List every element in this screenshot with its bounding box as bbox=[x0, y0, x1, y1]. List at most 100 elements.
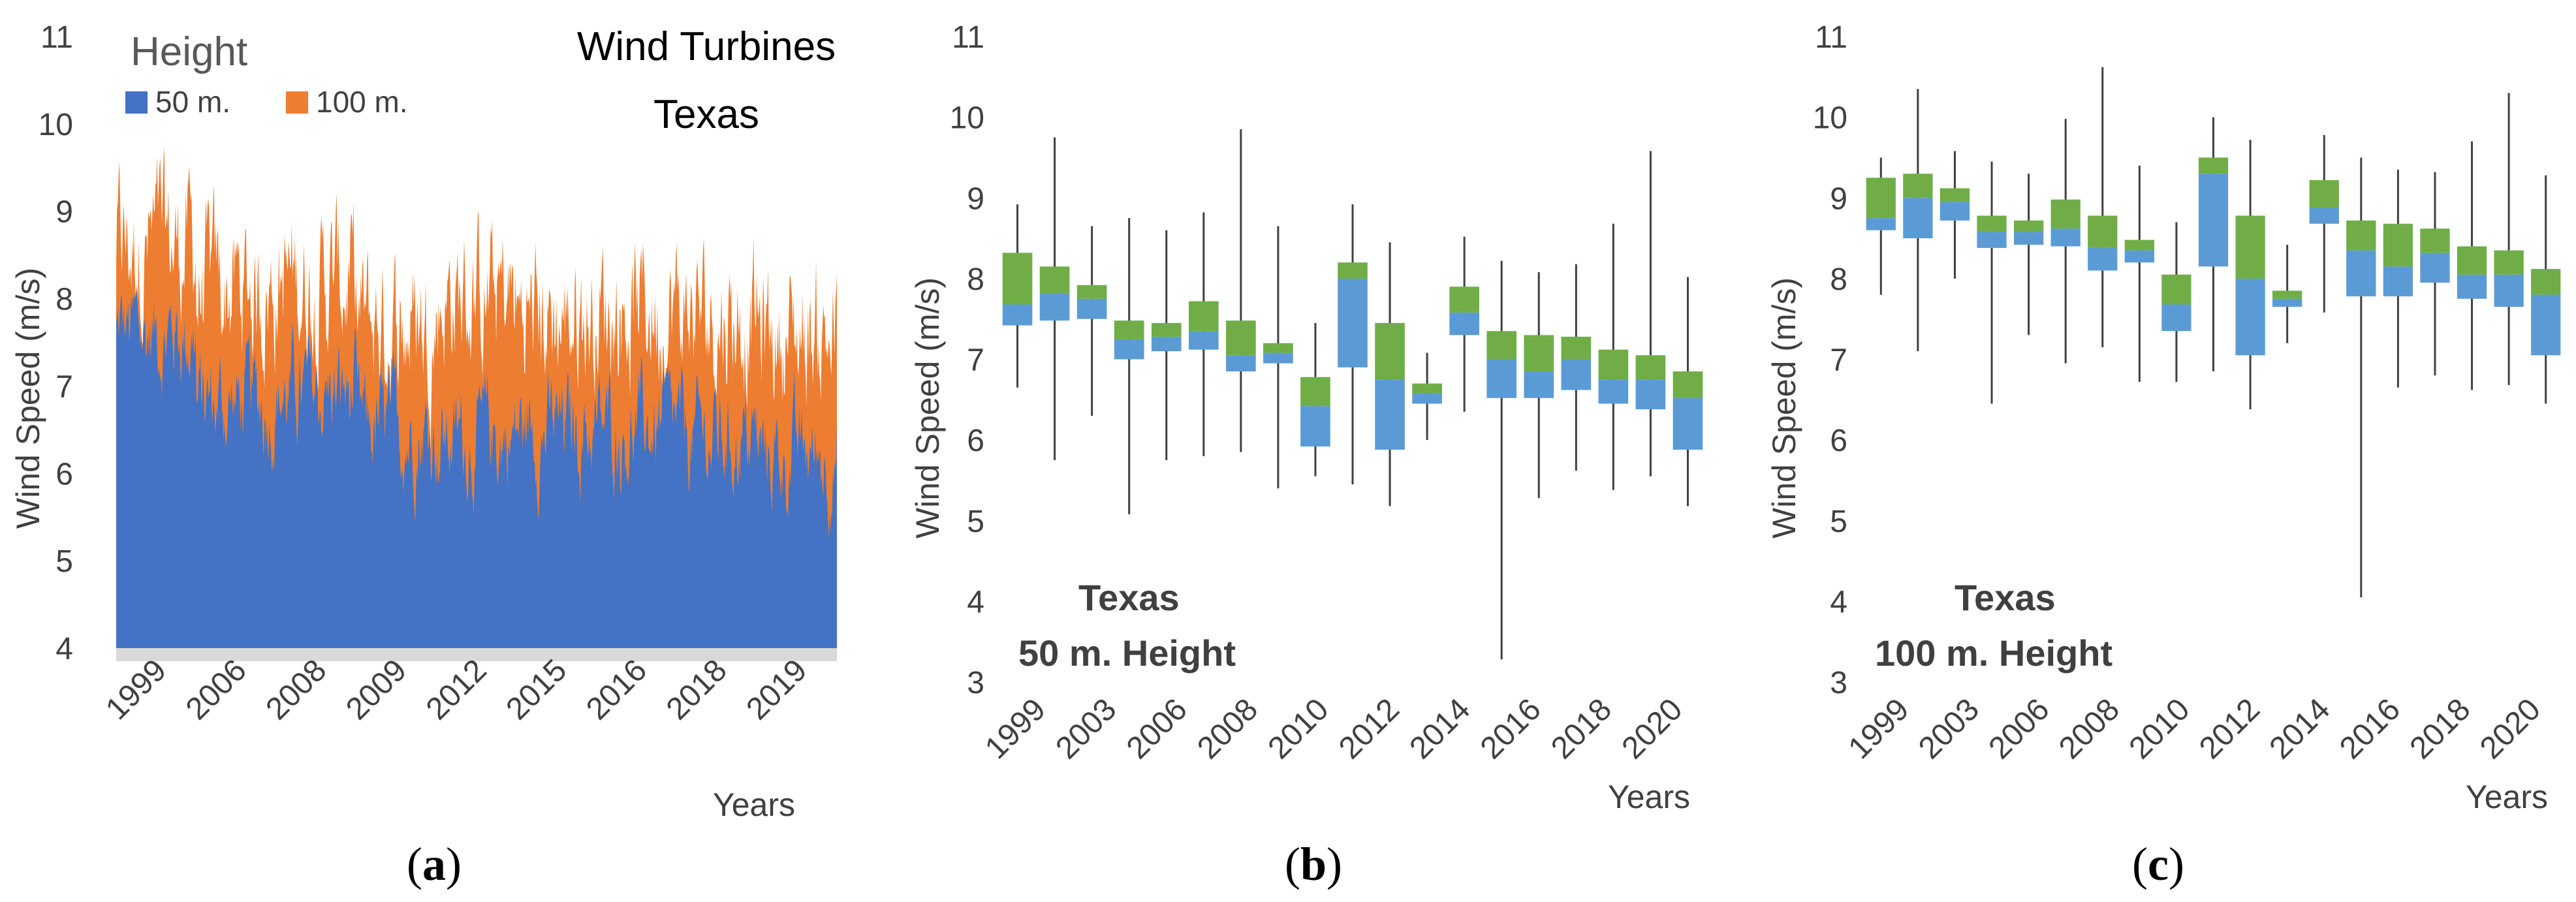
panel-b-box-upper bbox=[1114, 320, 1144, 339]
panel-b-box-upper bbox=[1002, 253, 1033, 305]
panel-c-box-upper bbox=[2420, 228, 2450, 253]
panel-b-box-lower bbox=[1449, 312, 1479, 335]
chart-title-line-2: Texas bbox=[653, 92, 759, 137]
panel-b-y-tick-label: 4 bbox=[967, 585, 984, 619]
panel-b-box-upper bbox=[1226, 320, 1256, 356]
panel-a-x-tick-label: 2012 bbox=[420, 653, 494, 726]
panel-b-box-upper bbox=[1524, 335, 1554, 372]
panel-c-box-lower bbox=[1977, 232, 2007, 248]
panel-a-y-ticks: 4 5 6 7 8 9 10 11 bbox=[39, 20, 73, 666]
panel-b-box-lower bbox=[1338, 278, 1368, 367]
panel-b-y-tick-label: 11 bbox=[952, 20, 984, 55]
panel-a-y-tick-label: 4 bbox=[55, 632, 73, 666]
panel-c-annotation-height: 100 m. Height bbox=[1875, 632, 2113, 674]
panel-c-box-lower bbox=[1903, 198, 1933, 239]
panel-b-box-upper bbox=[1151, 322, 1182, 337]
chart-title-line-1: Wind Turbines bbox=[577, 24, 836, 69]
panel-b-box-lower bbox=[1076, 298, 1107, 319]
panel-c-y-tick-label: 11 bbox=[1815, 20, 1847, 55]
panel-a-y-tick-label: 8 bbox=[55, 283, 73, 317]
panel-c-y-tick-label: 7 bbox=[1830, 343, 1847, 378]
panel-a-y-tick-label: 6 bbox=[55, 457, 73, 491]
panel-b-box-lower bbox=[1188, 331, 1219, 350]
panel-b-y-tick-label: 8 bbox=[967, 262, 984, 297]
panel-b-box-lower bbox=[1598, 379, 1629, 404]
panel-a-x-tick-label: 2018 bbox=[660, 653, 734, 726]
panel-c-box-upper bbox=[2494, 250, 2524, 275]
panel-c-x-tick-label: 2016 bbox=[2333, 692, 2407, 766]
panel-b-y-tick-label: 5 bbox=[967, 505, 984, 539]
caption-c: (c) bbox=[2132, 838, 2184, 890]
panel-b-box-lower bbox=[1673, 397, 1703, 450]
panel-c-x-tick-label: 2006 bbox=[1983, 692, 2056, 766]
panel-b-box-lower bbox=[1375, 379, 1405, 450]
panel-c-box-lower bbox=[2457, 274, 2487, 299]
panel-c-box-lower bbox=[1866, 218, 1896, 230]
panel-c-box-upper bbox=[2124, 240, 2154, 251]
caption-a: (a) bbox=[407, 838, 462, 890]
panel-c-x-tick-label: 1999 bbox=[1842, 692, 1916, 766]
legend-title: Height bbox=[131, 29, 247, 74]
panel-c-box-upper bbox=[2272, 290, 2302, 299]
panel-c: 3 4 5 6 7 8 9 10 11 1999200320062008201020122014… bbox=[1766, 20, 2561, 890]
panel-b-y-tick-label: 10 bbox=[950, 101, 984, 136]
panel-c-box-lower bbox=[1940, 202, 1970, 221]
panel-c-box-lower bbox=[2494, 274, 2524, 307]
panel-b-annotation-state: Texas bbox=[1078, 577, 1180, 618]
panel-a-x-tick-label: 2019 bbox=[740, 653, 813, 726]
panel-c-x-tick-label: 2008 bbox=[2052, 692, 2126, 766]
panel-b-box-lower bbox=[1226, 355, 1256, 372]
panel-a-x-tick-label: 2015 bbox=[499, 653, 573, 726]
panel-c-y-tick-label: 5 bbox=[1830, 505, 1847, 539]
panel-b-x-tick-label: 2016 bbox=[1474, 692, 1548, 766]
panel-c-box-lower bbox=[2531, 294, 2561, 356]
panel-c-box-lower bbox=[2198, 174, 2229, 267]
legend-label-50m: 50 m. bbox=[155, 85, 230, 119]
panel-a-x-tick-label: 2006 bbox=[180, 653, 253, 726]
panel-c-box-upper bbox=[2235, 215, 2265, 279]
panel-c-y-ticks: 3 4 5 6 7 8 9 10 11 bbox=[1813, 20, 1847, 700]
panel-c-box-upper bbox=[2457, 246, 2487, 275]
panel-c-box-upper bbox=[1903, 174, 1933, 198]
panel-b-y-tick-label: 3 bbox=[967, 666, 984, 700]
panel-c-box-upper bbox=[2198, 157, 2229, 174]
panel-c-box-upper bbox=[2531, 269, 2561, 295]
legend-swatch-100m bbox=[286, 91, 308, 114]
panel-b-x-tick-label: 2018 bbox=[1545, 692, 1618, 766]
panel-c-box-upper bbox=[1940, 188, 1970, 202]
panel-b-x-tick-label: 2008 bbox=[1191, 692, 1264, 766]
panel-b-box-lower bbox=[1486, 359, 1517, 398]
panel-c-box-lower bbox=[2088, 247, 2118, 271]
panel-c-y-tick-label: 8 bbox=[1830, 262, 1847, 297]
panel-b-box-upper bbox=[1598, 349, 1629, 380]
panel-b-box-upper bbox=[1673, 371, 1703, 398]
panel-c-x-tick-label: 2012 bbox=[2193, 692, 2267, 766]
panel-a-x-tick-label: 2009 bbox=[339, 653, 413, 726]
panel-c-box-upper bbox=[1866, 178, 1896, 219]
panel-a-y-tick-label: 10 bbox=[39, 108, 73, 142]
panel-b: 3 4 5 6 7 8 9 10 11 1999200320062008201020122014… bbox=[909, 20, 1703, 890]
panel-c-x-axis-label: Years bbox=[2466, 779, 2548, 815]
panel-b-y-tick-label: 9 bbox=[967, 181, 984, 216]
panel-b-x-axis-label: Years bbox=[1608, 779, 1690, 815]
panel-b-box-upper bbox=[1076, 285, 1107, 299]
panel-b-box-lower bbox=[1561, 359, 1592, 390]
panel-c-boxes bbox=[1866, 67, 2561, 598]
panel-c-x-tick-label: 2018 bbox=[2404, 692, 2477, 766]
panel-b-box-upper bbox=[1300, 377, 1330, 407]
panel-b-x-tick-label: 2020 bbox=[1616, 692, 1689, 766]
panel-c-box-lower bbox=[2124, 250, 2154, 263]
panel-b-box-upper bbox=[1188, 301, 1219, 332]
panel-c-box-lower bbox=[2272, 298, 2302, 307]
panel-b-x-tick-label: 1999 bbox=[979, 692, 1052, 766]
panel-b-box-upper bbox=[1375, 322, 1405, 380]
panel-b-y-tick-label: 6 bbox=[967, 424, 984, 458]
panel-b-box-upper bbox=[1561, 336, 1592, 360]
panel-c-box-lower bbox=[2346, 250, 2376, 297]
panel-c-box-upper bbox=[2050, 199, 2081, 229]
panel-a-x-tick-label: 2016 bbox=[580, 653, 653, 726]
panel-a-x-tick-label: 2008 bbox=[259, 653, 333, 726]
panel-c-box-upper bbox=[2383, 223, 2413, 267]
